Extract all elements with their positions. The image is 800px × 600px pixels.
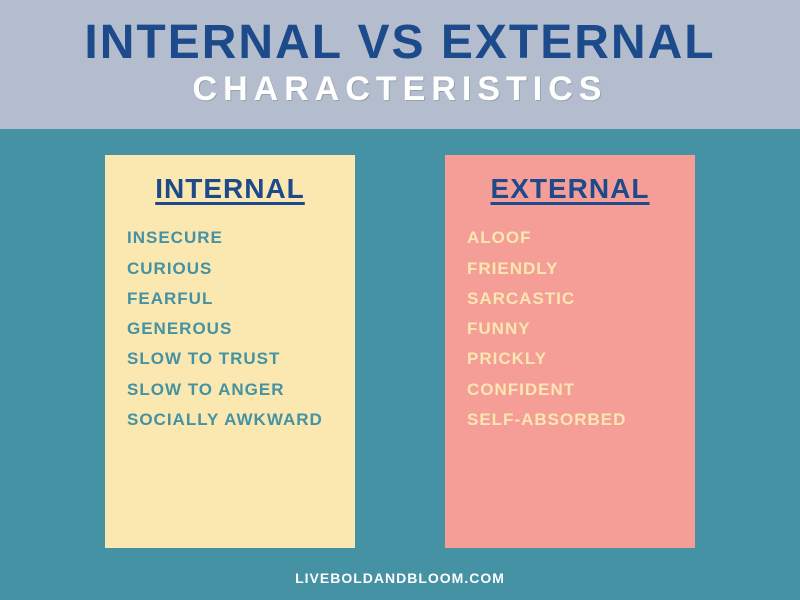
list-item: CONFIDENT [467,379,673,400]
internal-card-title: INTERNAL [127,173,333,205]
header: INTERNAL VS EXTERNAL CHARACTERISTICS [0,0,800,129]
list-item: SLOW TO ANGER [127,379,333,400]
list-item: FRIENDLY [467,258,673,279]
internal-card: INTERNAL INSECURE CURIOUS FEARFUL GENERO… [105,155,355,548]
list-item: ALOOF [467,227,673,248]
subtitle: CHARACTERISTICS [0,70,800,109]
external-card: EXTERNAL ALOOF FRIENDLY SARCASTIC FUNNY … [445,155,695,548]
list-item: INSECURE [127,227,333,248]
title-main: INTERNAL VS EXTERNAL [0,18,800,68]
list-item: FEARFUL [127,288,333,309]
footer-credit: LIVEBOLDANDBLOOM.COM [0,558,800,600]
list-item: SARCASTIC [467,288,673,309]
infographic-container: INTERNAL VS EXTERNAL CHARACTERISTICS INT… [0,0,800,600]
list-item: SLOW TO TRUST [127,348,333,369]
list-item: FUNNY [467,318,673,339]
list-item: SOCIALLY AWKWARD [127,409,333,430]
list-item: SELF-ABSORBED [467,409,673,430]
list-item: GENEROUS [127,318,333,339]
external-card-title: EXTERNAL [467,173,673,205]
list-item: CURIOUS [127,258,333,279]
list-item: PRICKLY [467,348,673,369]
main-content: INTERNAL INSECURE CURIOUS FEARFUL GENERO… [0,129,800,558]
